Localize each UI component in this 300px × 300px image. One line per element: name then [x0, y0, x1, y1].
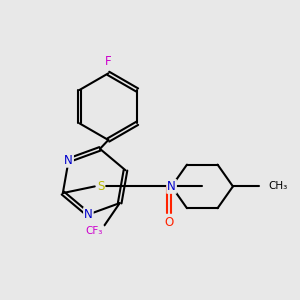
Text: CH₃: CH₃: [269, 182, 288, 191]
Text: N: N: [64, 154, 73, 167]
Text: N: N: [167, 180, 176, 193]
Text: N: N: [84, 208, 93, 221]
Text: F: F: [105, 55, 112, 68]
Text: CF₃: CF₃: [86, 226, 103, 236]
Text: O: O: [164, 216, 174, 229]
Text: S: S: [97, 180, 104, 193]
